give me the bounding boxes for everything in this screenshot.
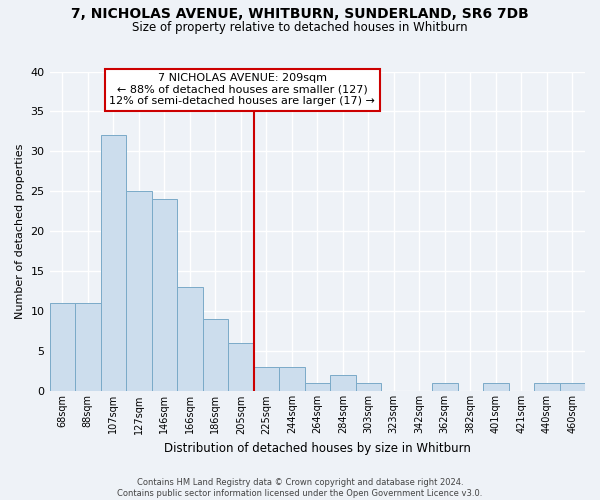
Bar: [177, 288, 203, 392]
Bar: [483, 384, 509, 392]
X-axis label: Distribution of detached houses by size in Whitburn: Distribution of detached houses by size …: [164, 442, 471, 455]
Bar: [101, 136, 126, 392]
Bar: [534, 384, 560, 392]
Bar: [305, 384, 330, 392]
Bar: [50, 304, 75, 392]
Bar: [254, 368, 279, 392]
Bar: [228, 344, 254, 392]
Text: 7 NICHOLAS AVENUE: 209sqm
← 88% of detached houses are smaller (127)
12% of semi: 7 NICHOLAS AVENUE: 209sqm ← 88% of detac…: [109, 73, 375, 106]
Bar: [279, 368, 305, 392]
Bar: [75, 304, 101, 392]
Y-axis label: Number of detached properties: Number of detached properties: [15, 144, 25, 319]
Text: Size of property relative to detached houses in Whitburn: Size of property relative to detached ho…: [132, 22, 468, 35]
Bar: [356, 384, 381, 392]
Bar: [330, 376, 356, 392]
Bar: [152, 200, 177, 392]
Bar: [560, 384, 585, 392]
Bar: [432, 384, 458, 392]
Bar: [203, 320, 228, 392]
Text: 7, NICHOLAS AVENUE, WHITBURN, SUNDERLAND, SR6 7DB: 7, NICHOLAS AVENUE, WHITBURN, SUNDERLAND…: [71, 8, 529, 22]
Bar: [126, 192, 152, 392]
Text: Contains HM Land Registry data © Crown copyright and database right 2024.
Contai: Contains HM Land Registry data © Crown c…: [118, 478, 482, 498]
